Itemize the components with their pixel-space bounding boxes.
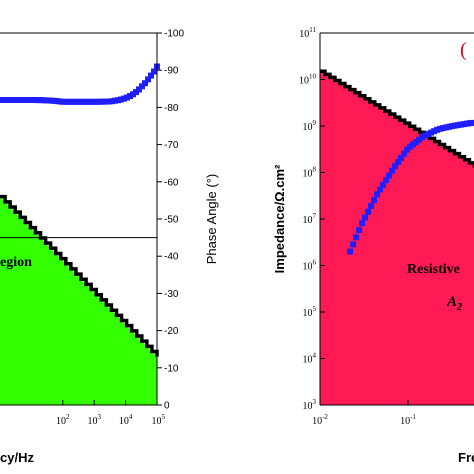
- left-x-tick-label: 104: [119, 413, 133, 427]
- right-phase-point: [356, 227, 363, 234]
- right-phase-point: [353, 234, 360, 241]
- left-phase-tick-label: -10: [164, 363, 179, 374]
- right-phase-point: [350, 241, 357, 248]
- left-phase-tick-label: -80: [164, 103, 179, 114]
- right-phase-point: [392, 163, 399, 170]
- right-y-tick-label: 104: [303, 352, 317, 366]
- right-phase-point: [470, 119, 474, 126]
- left-phase-tick-label: -60: [164, 177, 179, 188]
- left-phase-axis: 0 -10 -20 -30 -40 -50 -60 -70 -80 -90 -100: [157, 29, 184, 412]
- right-phase-point: [377, 186, 384, 193]
- right-phase-point: [380, 181, 387, 188]
- left-phase-tick-label: -50: [164, 215, 179, 226]
- right-y-tick-label: 1011: [299, 26, 316, 40]
- left-phase-tick-label: -100: [164, 29, 184, 40]
- right-phase-point: [395, 159, 402, 165]
- left-capacitive-region-fill: [0, 196, 157, 405]
- left-x-axis: 102 103 104 105: [56, 400, 166, 427]
- right-y-tick-label: 109: [303, 119, 317, 133]
- right-y-tick-label: 105: [303, 305, 317, 319]
- left-phase-series: [0, 63, 160, 105]
- left-phase-point: [148, 72, 154, 79]
- left-phase-tick-label: -70: [164, 140, 179, 151]
- right-y-tick-label: 106: [303, 259, 317, 273]
- right-impedance-staircase: [320, 69, 474, 168]
- left-phase-tick-label: -90: [164, 66, 179, 77]
- right-phase-point: [386, 172, 393, 179]
- right-x-axis: 10-210-1100: [312, 400, 416, 427]
- right-region-sublabel-base: A: [446, 294, 457, 310]
- right-phase-series: [347, 119, 474, 255]
- left-phase-axis-label: Phase Angle (°): [204, 174, 219, 264]
- right-y-tick-label: 103: [303, 398, 317, 412]
- left-phase-tick-label: 0: [164, 401, 170, 412]
- right-region-sublabel: A2: [446, 294, 462, 313]
- left-panel: 102 103 104 105 0 -10 -20 -30 -40 -50 -60 -70 -80 -9…: [0, 29, 219, 465]
- left-phase-point: [139, 83, 145, 90]
- left-phase-point: [145, 76, 151, 83]
- left-x-tick-label: 102: [56, 413, 70, 427]
- left-phase-point: [142, 80, 148, 87]
- right-phase-point: [374, 191, 381, 198]
- right-phase-point: [359, 220, 366, 227]
- right-phase-point: [368, 202, 375, 209]
- right-phase-point: [389, 167, 396, 174]
- left-region-label: egion: [0, 255, 32, 270]
- right-x-tick-label: 10-2: [312, 413, 328, 427]
- right-panel-marker: (: [460, 39, 467, 61]
- right-phase-point: [401, 150, 408, 157]
- right-region-sublabel-sub: 2: [456, 302, 462, 313]
- right-panel: 103 104 105 106 107 108 109 1010 1011 10-2 10-1 10…: [272, 26, 474, 465]
- right-y-axis-label: Impedance/Ω.cm²: [272, 164, 287, 273]
- left-phase-point: [136, 86, 142, 93]
- right-phase-point: [371, 197, 378, 204]
- left-phase-tick-label: -20: [164, 326, 179, 337]
- right-phase-point: [398, 154, 405, 161]
- right-x-axis-label: Freq: [458, 450, 474, 465]
- right-y-tick-label: 107: [303, 212, 317, 226]
- left-x-tick-label: 105: [152, 413, 166, 427]
- right-y-tick-label: 108: [303, 166, 317, 180]
- right-y-axis: 103 104 105 106 107 108 109 1010 1011: [299, 26, 325, 412]
- right-x-tick-label: 10-1: [400, 413, 416, 427]
- right-phase-point: [365, 208, 372, 215]
- left-phase-tick-label: -30: [164, 289, 179, 300]
- right-resistive-region-fill: [320, 71, 474, 405]
- right-y-tick-label: 1010: [299, 73, 317, 87]
- right-phase-point: [362, 214, 369, 221]
- left-impedance-staircase: [0, 194, 159, 357]
- left-x-axis-label: cy/Hz: [0, 450, 34, 465]
- right-phase-point: [347, 248, 354, 255]
- left-x-tick-label: 103: [87, 413, 101, 427]
- right-phase-point: [383, 177, 390, 184]
- left-phase-point: [151, 68, 157, 75]
- left-phase-tick-label: -40: [164, 252, 179, 263]
- right-region-label: Resistive: [407, 262, 460, 277]
